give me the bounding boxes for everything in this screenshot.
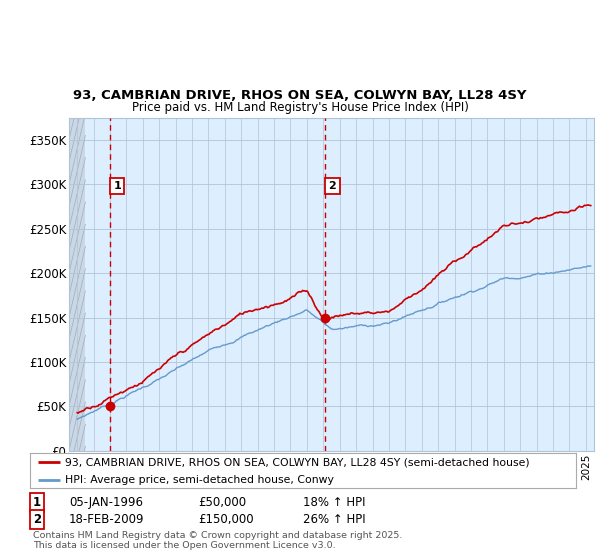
Text: HPI: Average price, semi-detached house, Conwy: HPI: Average price, semi-detached house,… [65,475,334,485]
Text: 26% ↑ HPI: 26% ↑ HPI [303,512,365,526]
Text: 1: 1 [33,496,41,509]
Bar [69,118,85,451]
Text: 2: 2 [329,181,336,191]
Text: 05-JAN-1996: 05-JAN-1996 [69,496,143,509]
Text: This data is licensed under the Open Government Licence v3.0.: This data is licensed under the Open Gov… [33,541,335,550]
Text: 2: 2 [33,512,41,526]
Text: Price paid vs. HM Land Registry's House Price Index (HPI): Price paid vs. HM Land Registry's House … [131,101,469,114]
Text: 1: 1 [113,181,121,191]
Text: Contains HM Land Registry data © Crown copyright and database right 2025.: Contains HM Land Registry data © Crown c… [33,531,403,540]
Text: £50,000: £50,000 [198,496,246,509]
Text: 18-FEB-2009: 18-FEB-2009 [69,512,145,526]
Text: 93, CAMBRIAN DRIVE, RHOS ON SEA, COLWYN BAY, LL28 4SY: 93, CAMBRIAN DRIVE, RHOS ON SEA, COLWYN … [73,89,527,102]
Text: £150,000: £150,000 [198,512,254,526]
Text: 18% ↑ HPI: 18% ↑ HPI [303,496,365,509]
Text: 93, CAMBRIAN DRIVE, RHOS ON SEA, COLWYN BAY, LL28 4SY (semi-detached house): 93, CAMBRIAN DRIVE, RHOS ON SEA, COLWYN … [65,458,530,468]
